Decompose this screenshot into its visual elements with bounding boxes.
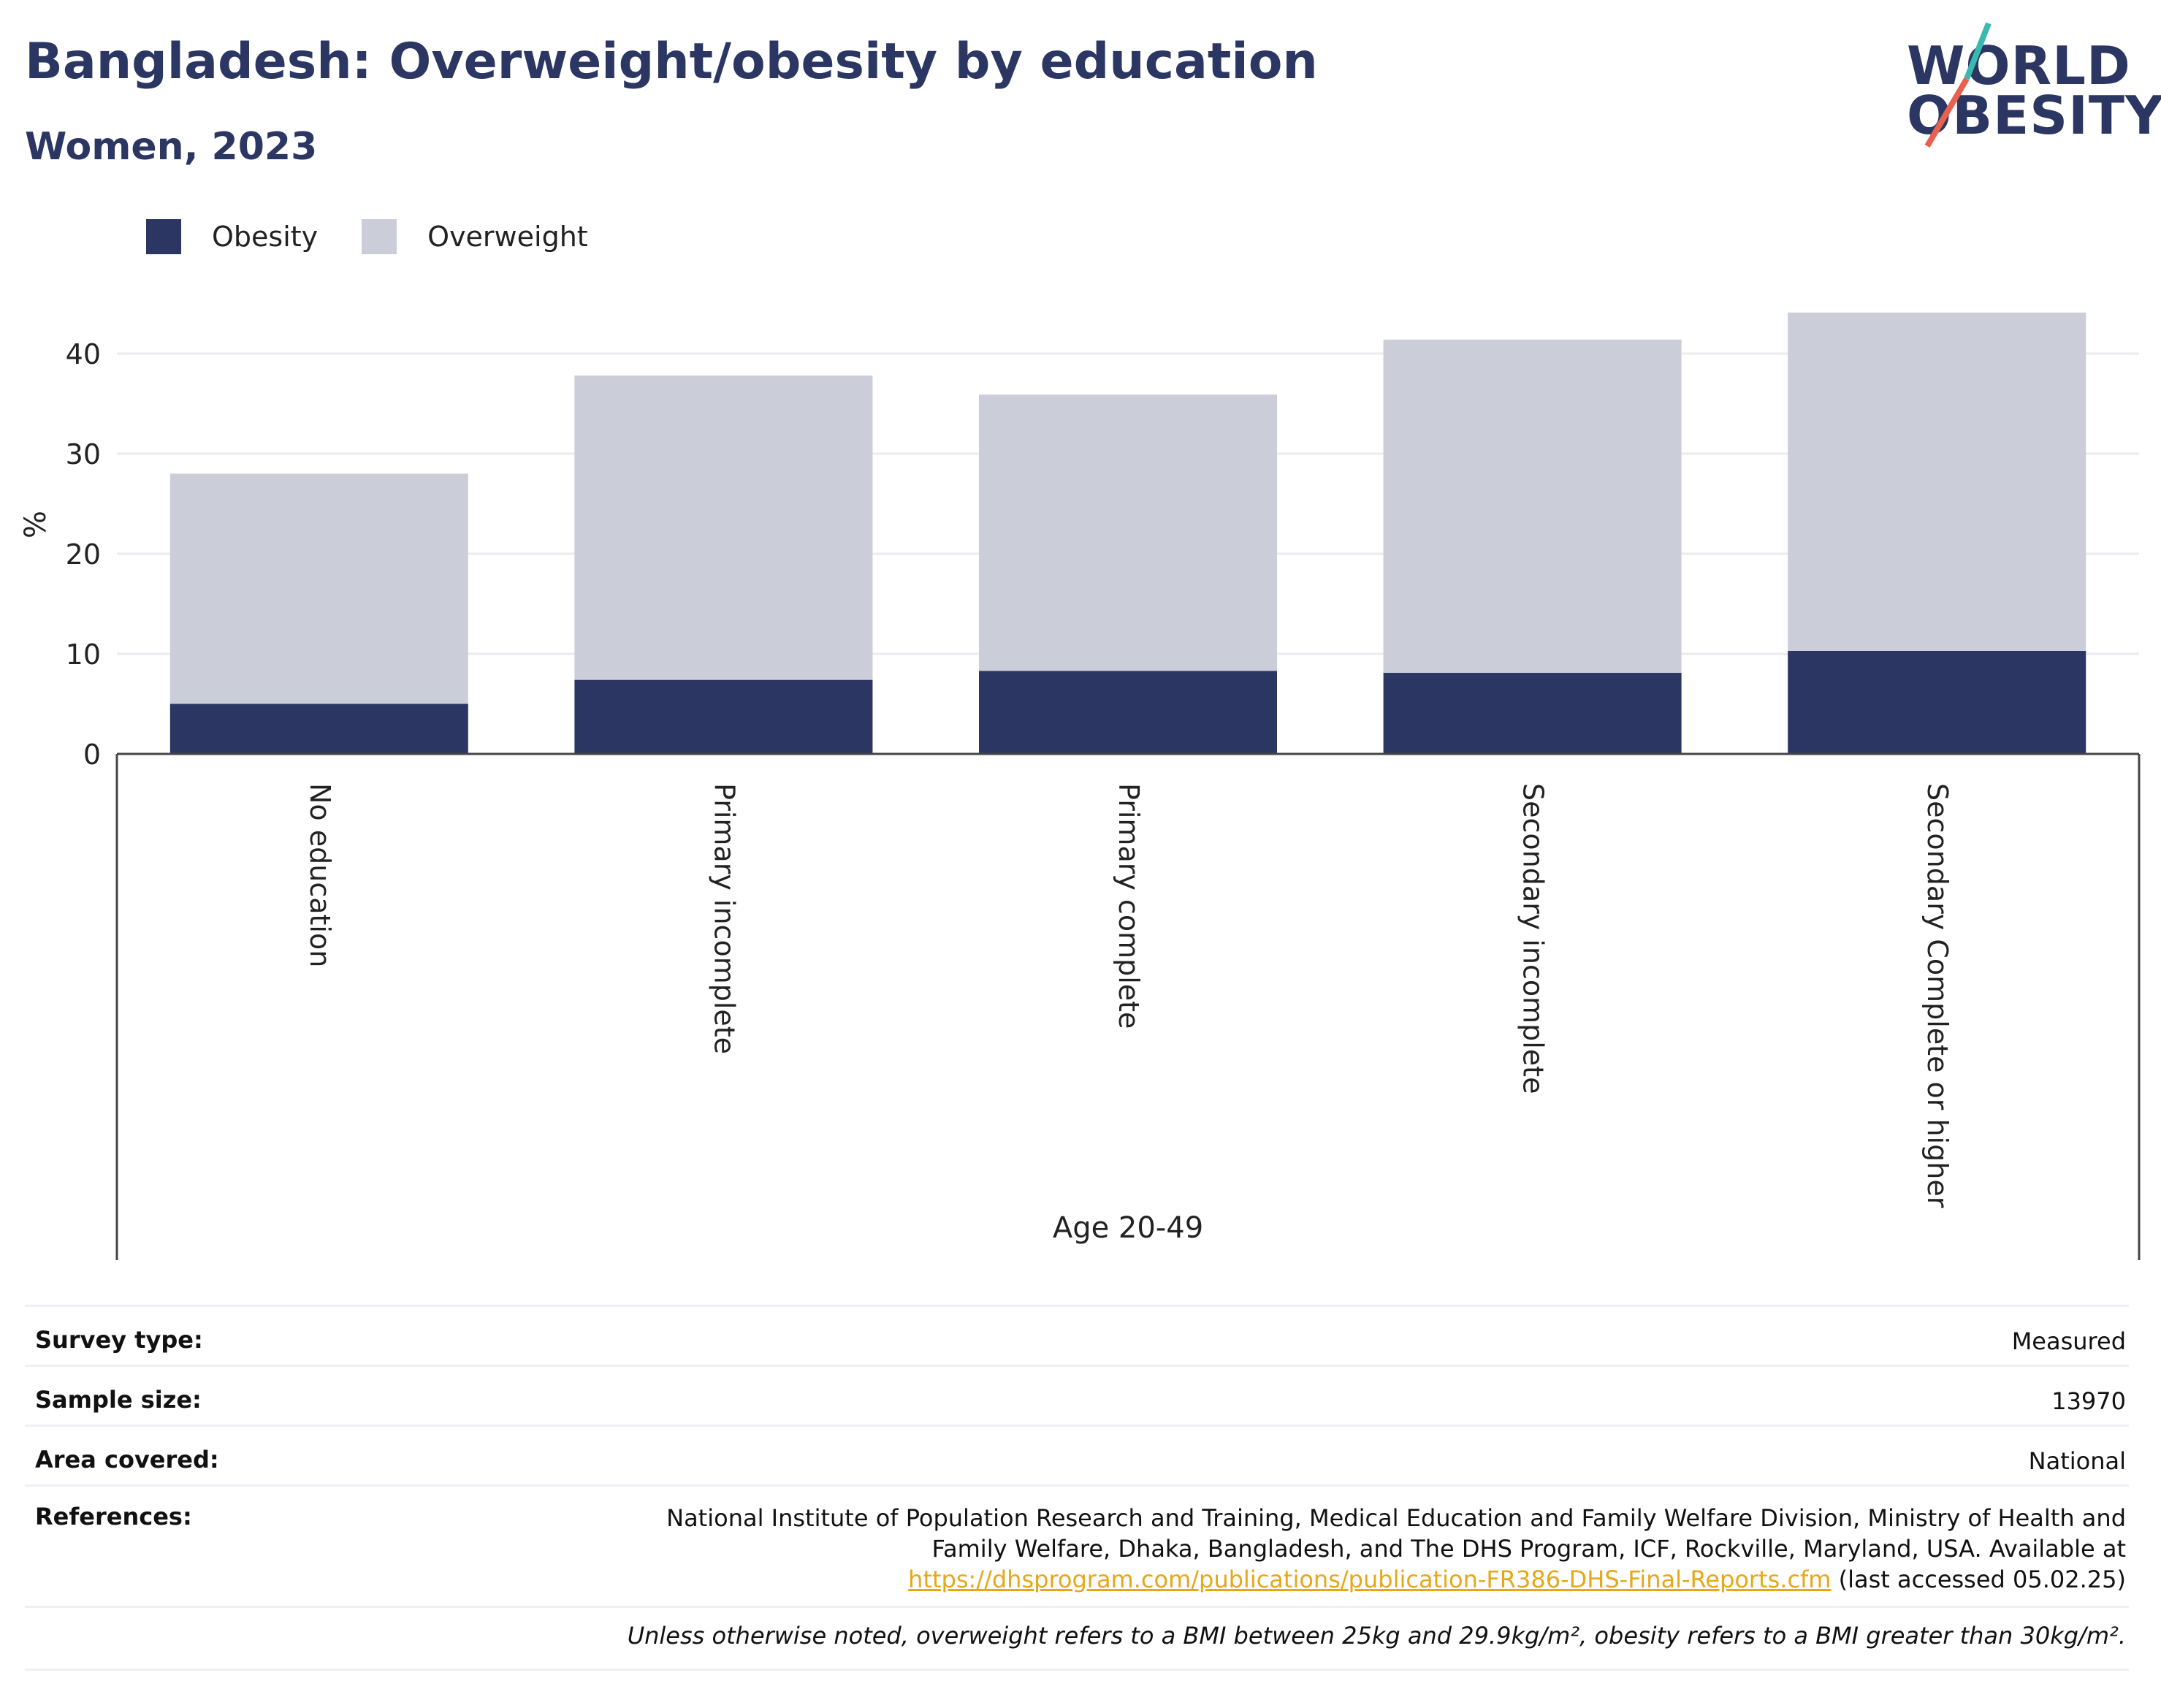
footer-divider [25,1669,2129,1671]
legend-item-overweight[interactable]: Overweight [362,219,588,254]
legend-swatch-obesity [146,219,181,254]
y-axis-label: % [19,511,53,538]
references-suffix: (last accessed 05.02.25) [1838,1566,2126,1593]
logo-word-world: WORLD [1907,35,2131,96]
bar-overweight [1383,339,1682,674]
bar-chart: 0 10 20 30 40% No education Primary incomplete… [19,312,2141,1260]
x-tick-label: Secondary Complete or higher [1921,783,1954,1208]
chart-legend: Obesity Overweight [146,216,632,257]
table-row-references: References: National Institute of Popula… [25,1484,2129,1606]
legend-swatch-overweight [362,219,397,254]
legend-label-obesity: Obesity [212,221,319,253]
x-axis-label: Age 20-49 [1053,1211,1203,1245]
table-row-area-covered: Area covered: National [25,1425,2129,1484]
references-link[interactable]: https://dhsprogram.com/publications/publ… [908,1566,1832,1593]
x-tick-label: No education [304,783,336,967]
page-title: Bangladesh: Overweight/obesity by educat… [25,33,1318,91]
world-obesity-logo: WORLD OBESITY [1907,22,2161,153]
references-label: References: [35,1503,192,1530]
y-tick-label: 0 [83,739,101,771]
x-tick-label: Primary incomplete [708,783,740,1054]
y-tick-label: 40 [66,338,101,370]
sample-size-value: 13970 [2051,1387,2126,1415]
table-divider [25,1606,2129,1608]
page-subtitle: Women, 2023 [25,125,318,169]
table-row-survey-type: Survey type: Measured [25,1305,2129,1365]
bar-overweight [169,473,468,704]
x-tick-label: Primary complete [1113,783,1145,1029]
area-covered-value: National [2028,1447,2126,1475]
bar-overweight [979,394,1277,671]
footnote: Unless otherwise noted, overweight refer… [627,1622,2126,1650]
bar-obesity [1383,673,1682,754]
legend-label-overweight: Overweight [427,221,588,253]
survey-type-value: Measured [2011,1327,2126,1355]
bar-obesity [1788,650,2086,754]
y-tick-label: 20 [66,538,101,571]
bar-overweight [574,375,873,680]
table-row-sample-size: Sample size: 13970 [25,1365,2129,1425]
references-value: National Institute of Population Researc… [592,1503,2129,1595]
info-table: Survey type: Measured Sample size: 13970… [25,1305,2129,1608]
x-tick-label: Secondary incomplete [1517,783,1550,1094]
survey-type-label: Survey type: [35,1326,203,1354]
sample-size-label: Sample size: [35,1386,202,1414]
logo-word-obesity: OBESITY [1907,85,2161,146]
logo-slash-icon [1924,22,1992,148]
bar-obesity [979,671,1277,754]
legend-item-obesity[interactable]: Obesity [146,219,318,254]
references-text: National Institute of Population Researc… [666,1504,2126,1563]
bar-obesity [574,679,873,754]
y-tick-label: 30 [66,438,101,470]
bar-obesity [169,704,468,754]
y-tick-label: 10 [66,638,101,671]
area-covered-label: Area covered: [35,1446,219,1473]
bar-overweight [1788,312,2086,651]
